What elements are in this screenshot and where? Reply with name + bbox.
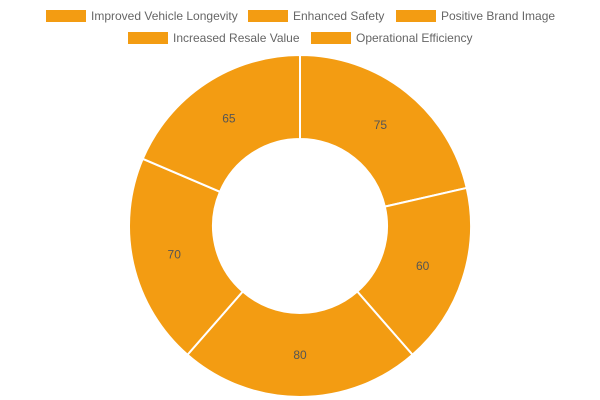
legend-swatch	[311, 32, 351, 44]
legend-label: Positive Brand Image	[441, 9, 555, 23]
data-label: 60	[416, 259, 430, 273]
doughnut-slice[interactable]	[299, 53, 468, 208]
legend-label: Operational Efficiency	[356, 31, 473, 45]
legend-label: Increased Resale Value	[173, 31, 300, 45]
data-labels: 75 60 80 70 65	[168, 111, 430, 362]
legend-swatch	[128, 32, 168, 44]
data-label: 65	[222, 111, 236, 125]
legend-item[interactable]: Increased Resale Value	[128, 31, 300, 45]
data-label: 70	[168, 248, 182, 262]
legend-label: Improved Vehicle Longevity	[91, 9, 238, 23]
chart-legend: Improved Vehicle Longevity Enhanced Safe…	[46, 9, 555, 45]
legend-item[interactable]: Enhanced Safety	[248, 9, 384, 23]
doughnut-slices	[128, 53, 472, 398]
data-label: 75	[374, 118, 388, 132]
data-label: 80	[293, 348, 307, 362]
legend-label: Enhanced Safety	[293, 9, 384, 23]
doughnut-slice[interactable]	[186, 290, 414, 398]
legend-swatch	[396, 10, 436, 22]
doughnut-slice[interactable]	[128, 157, 245, 357]
legend-swatch	[46, 10, 86, 22]
legend-item[interactable]: Positive Brand Image	[396, 9, 555, 23]
doughnut-slice[interactable]	[141, 53, 301, 194]
legend-swatch	[248, 10, 288, 22]
legend-item[interactable]: Improved Vehicle Longevity	[46, 9, 238, 23]
legend-item[interactable]: Operational Efficiency	[311, 31, 473, 45]
